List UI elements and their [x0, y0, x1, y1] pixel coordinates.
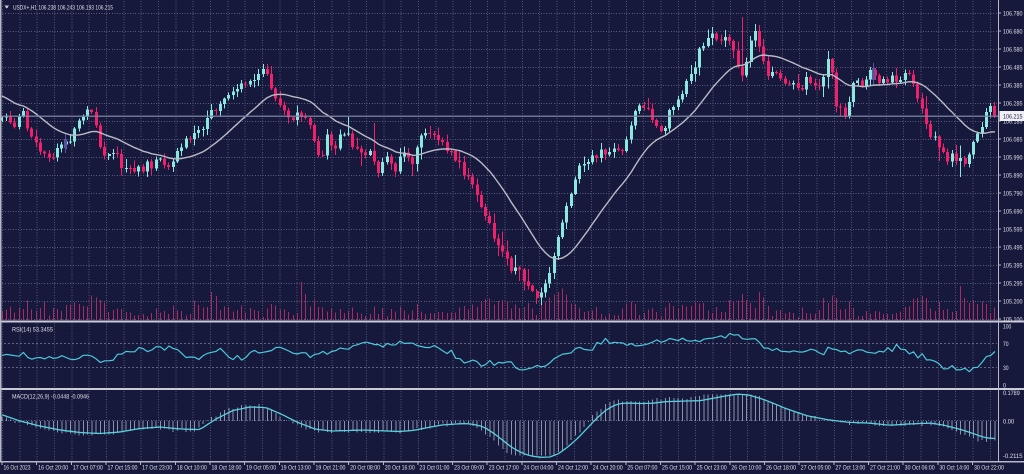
svg-text:26 Oct 10:00: 26 Oct 10:00 [731, 465, 761, 472]
svg-text:25 Oct 23:00: 25 Oct 23:00 [697, 465, 727, 472]
svg-text:24 Oct 20:00: 24 Oct 20:00 [593, 465, 623, 472]
svg-text:20 Oct 16:00: 20 Oct 16:00 [385, 465, 415, 472]
svg-text:105.990: 105.990 [1003, 154, 1023, 161]
svg-text:105.200: 105.200 [1003, 298, 1023, 305]
svg-text:17 Oct 07:00: 17 Oct 07:00 [73, 465, 103, 472]
svg-text:105.790: 105.790 [1003, 190, 1023, 197]
svg-text:106.780: 106.780 [1003, 10, 1023, 17]
svg-text:30 Oct 14:00: 30 Oct 14:00 [939, 465, 969, 472]
svg-text:24 Oct 04:00: 24 Oct 04:00 [523, 465, 553, 472]
svg-text:106.385: 106.385 [1003, 82, 1023, 89]
svg-text:70: 70 [1003, 341, 1009, 348]
svg-text:USDX+,H1 106.238 106.243 106.1: USDX+,H1 106.238 106.243 106.193 106.215 [13, 5, 113, 12]
svg-text:30 Oct 06:00: 30 Oct 06:00 [905, 465, 935, 472]
svg-text:105.100: 105.100 [1003, 316, 1023, 323]
svg-text:25 Oct 07:00: 25 Oct 07:00 [627, 465, 657, 472]
svg-text:18 Oct 18:00: 18 Oct 18:00 [211, 465, 241, 472]
svg-text:17 Oct 23:00: 17 Oct 23:00 [142, 465, 172, 472]
svg-text:19 Oct 13:00: 19 Oct 13:00 [281, 465, 311, 472]
svg-text:27 Oct 05:00: 27 Oct 05:00 [801, 465, 831, 472]
svg-text:26 Oct 18:00: 26 Oct 18:00 [766, 465, 796, 472]
svg-text:MACD(12,26,9) -0.0448 -0.0946: MACD(12,26,9) -0.0448 -0.0946 [12, 394, 89, 401]
svg-text:19 Oct 21:00: 19 Oct 21:00 [315, 465, 345, 472]
svg-text:105.890: 105.890 [1003, 172, 1023, 179]
svg-text:25 Oct 15:00: 25 Oct 15:00 [662, 465, 692, 472]
svg-text:0: 0 [1003, 383, 1006, 390]
svg-text:17 Oct 15:00: 17 Oct 15:00 [107, 465, 137, 472]
svg-text:105.495: 105.495 [1003, 244, 1023, 251]
svg-text:27 Oct 13:00: 27 Oct 13:00 [835, 465, 865, 472]
svg-text:0.1789: 0.1789 [1003, 390, 1020, 397]
svg-text:23 Oct 17:00: 23 Oct 17:00 [489, 465, 519, 472]
svg-text:106.215: 106.215 [1003, 114, 1023, 121]
svg-text:105.690: 105.690 [1003, 208, 1023, 215]
svg-text:18 Oct 10:00: 18 Oct 10:00 [177, 465, 207, 472]
svg-text:105.295: 105.295 [1003, 280, 1023, 287]
svg-text:16 Oct 20:00: 16 Oct 20:00 [38, 465, 68, 472]
svg-text:16 Oct 2023: 16 Oct 2023 [4, 465, 31, 472]
svg-text:30 Oct 22:00: 30 Oct 22:00 [974, 465, 1004, 472]
svg-text:-0.2115: -0.2115 [1003, 453, 1023, 460]
svg-text:105.395: 105.395 [1003, 262, 1023, 269]
svg-text:106.085: 106.085 [1003, 136, 1023, 143]
svg-text:106.580: 106.580 [1003, 46, 1023, 53]
svg-text:23 Oct 01:00: 23 Oct 01:00 [419, 465, 449, 472]
svg-text:20 Oct 08:00: 20 Oct 08:00 [350, 465, 380, 472]
svg-text:105.595: 105.595 [1003, 226, 1023, 233]
svg-text:106.485: 106.485 [1003, 64, 1023, 71]
svg-text:106.680: 106.680 [1003, 28, 1023, 35]
svg-text:106.185: 106.185 [1003, 118, 1023, 125]
svg-text:100: 100 [1003, 324, 1012, 331]
svg-text:RSI(14) 53.3455: RSI(14) 53.3455 [12, 327, 53, 334]
svg-text:30: 30 [1003, 365, 1009, 372]
svg-text:106.285: 106.285 [1003, 100, 1023, 107]
svg-text:27 Oct 21:00: 27 Oct 21:00 [870, 465, 900, 472]
svg-text:19 Oct 05:00: 19 Oct 05:00 [246, 465, 276, 472]
svg-text:0.00: 0.00 [1003, 418, 1015, 425]
svg-text:24 Oct 12:00: 24 Oct 12:00 [558, 465, 588, 472]
svg-text:23 Oct 09:00: 23 Oct 09:00 [454, 465, 484, 472]
